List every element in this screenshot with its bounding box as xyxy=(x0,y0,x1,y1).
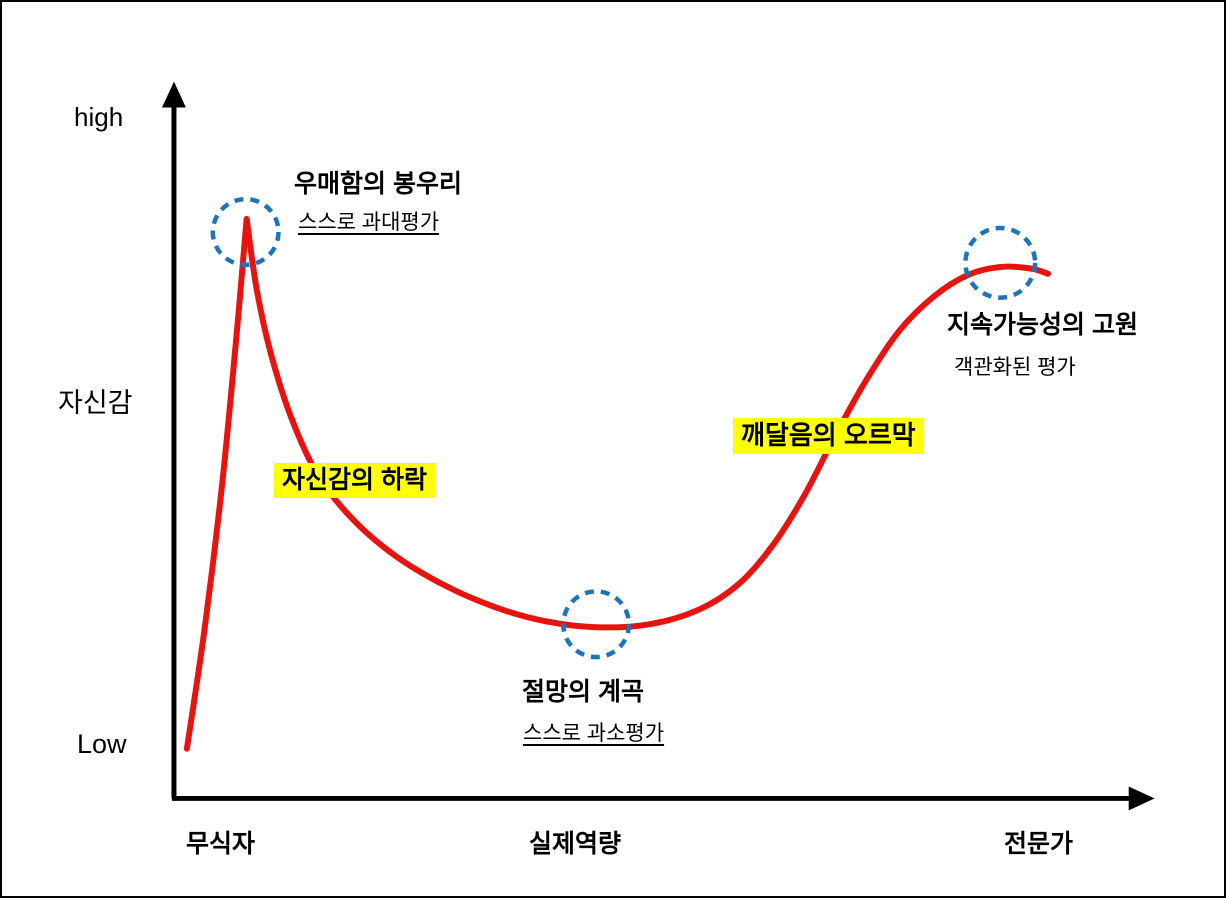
confidence-curve-segment-0 xyxy=(183,216,250,752)
valley-of-despair-marker-circle-icon xyxy=(560,589,632,660)
plateau-of-sustainability-subtitle: 객관화된 평가 xyxy=(954,356,1076,379)
confidence-fall-label: 자신감의 하락 xyxy=(274,463,435,498)
y-axis-arrowhead-icon xyxy=(162,81,186,108)
x-tick-actual-competence: 실제역량 xyxy=(529,830,622,858)
x-tick-expert: 전문가 xyxy=(1004,830,1074,858)
peak-of-stupidity-marker-circle-icon xyxy=(210,196,281,268)
peak-of-stupidity-subtitle: 스스로 과대평가 xyxy=(298,211,440,234)
x-axis-arrowhead-icon xyxy=(1128,786,1155,811)
x-tick-novice: 무식자 xyxy=(186,830,256,858)
plateau-of-sustainability-marker-circle-icon xyxy=(963,225,1038,300)
y-axis-high-label: high xyxy=(74,102,124,132)
peak-of-stupidity-title: 우매함의 봉우리 xyxy=(294,170,462,198)
confidence-curve-segment-1 xyxy=(243,216,1052,631)
y-axis-title: 자신감 xyxy=(58,388,133,418)
valley-of-despair-title: 절망의 계곡 xyxy=(522,678,644,706)
plateau-of-sustainability-title: 지속가능성의 고원 xyxy=(947,311,1138,339)
valley-of-despair-subtitle: 스스로 과소평가 xyxy=(523,722,665,745)
slope-of-enlightenment-label: 깨달음의 오르막 xyxy=(733,418,924,454)
y-axis-low-label: Low xyxy=(77,729,127,759)
